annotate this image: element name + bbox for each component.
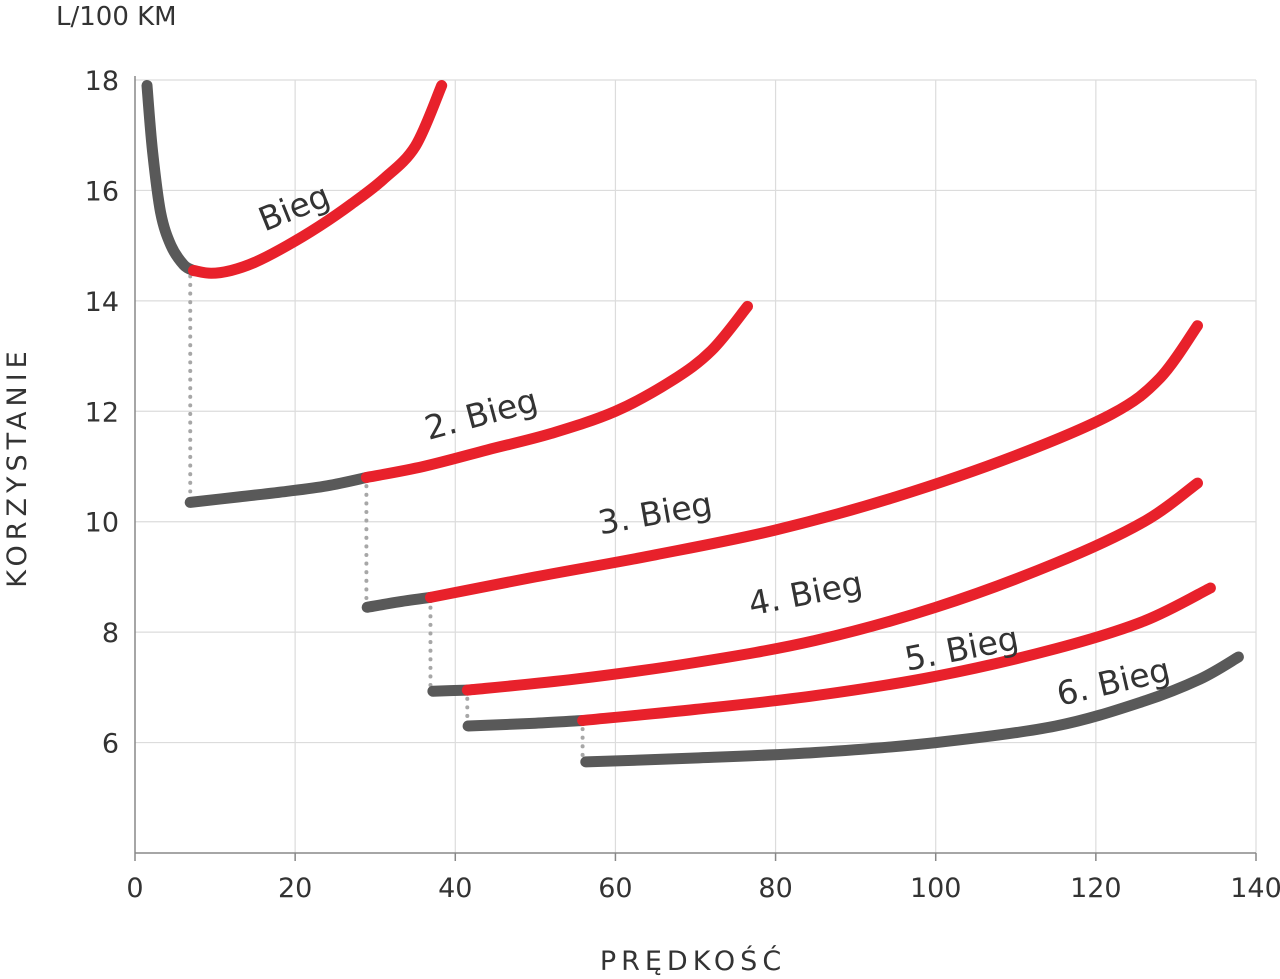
y-tick-label: 14 <box>85 287 119 318</box>
gear-label-3: 3. Bieg <box>595 484 715 542</box>
gear-series-1 <box>141 80 448 279</box>
gear-series-2 <box>184 300 753 508</box>
y-tick-label: 16 <box>85 176 119 207</box>
gear-shift-lines <box>188 265 585 764</box>
x-tick-label: 140 <box>1230 873 1280 904</box>
y-axis-unit: L/100 KM <box>56 2 177 32</box>
gear-curve-efficient <box>577 582 1216 726</box>
gear-series-6 <box>580 651 1244 768</box>
x-axis-title: PRĘDKOŚĆ <box>600 945 786 977</box>
y-tick-label: 18 <box>85 66 119 97</box>
gear-curve-inefficient <box>361 591 436 613</box>
axes: 0 20 40 60 80 100 120 140 6 8 10 12 14 16 18 <box>85 66 1280 904</box>
x-tick-label: 100 <box>910 873 962 904</box>
x-tick-label: 0 <box>126 873 143 904</box>
gear-curve-inefficient <box>184 472 372 508</box>
x-tick-label: 60 <box>598 873 632 904</box>
gear-series-3 <box>361 320 1203 613</box>
gear-label-4: 4. Bieg <box>745 563 865 623</box>
gear-curve-inefficient <box>462 715 589 732</box>
gear-series-4 <box>427 477 1203 697</box>
y-tick-label: 8 <box>102 618 119 649</box>
x-tick-label: 80 <box>758 873 792 904</box>
y-tick-label: 10 <box>85 508 119 539</box>
x-tick-label: 120 <box>1070 873 1122 904</box>
grid <box>135 79 1257 853</box>
y-tick-label: 6 <box>102 729 119 760</box>
gear-curve-efficient <box>360 300 753 483</box>
y-axis-title: KORZYSTANIE <box>2 346 33 587</box>
y-tick-label: 12 <box>85 397 119 428</box>
gear-curve-efficient <box>425 320 1203 603</box>
x-tick-label: 20 <box>278 873 312 904</box>
gear-series-5 <box>462 582 1216 732</box>
gear-curves <box>141 80 1244 768</box>
x-tick-label: 40 <box>438 873 472 904</box>
gear-label-6: 6. Bieg <box>1053 650 1174 714</box>
gear-curve-efficient <box>461 477 1203 696</box>
gear-curve-inefficient <box>141 80 199 276</box>
gear-curve-efficient <box>188 80 448 279</box>
gear-curve-inefficient <box>580 651 1244 768</box>
